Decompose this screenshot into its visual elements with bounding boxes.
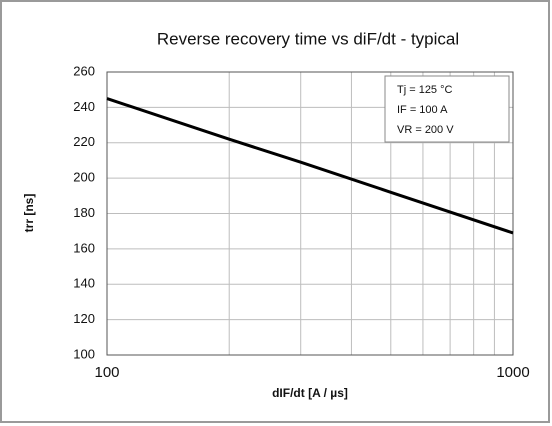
x-axis-label: dIF/dt [A / µs] bbox=[272, 386, 348, 400]
y-tick-label: 240 bbox=[73, 99, 95, 114]
y-tick-label: 120 bbox=[73, 311, 95, 326]
y-tick-label: 160 bbox=[73, 240, 95, 255]
y-tick-label: 220 bbox=[73, 134, 95, 149]
y-tick-label: 200 bbox=[73, 170, 95, 185]
annotation: VR = 200 V bbox=[397, 124, 454, 136]
annotation: Tj = 125 °C bbox=[397, 84, 453, 96]
x-tick-label: 1000 bbox=[496, 364, 529, 381]
y-tick-label: 260 bbox=[73, 63, 95, 78]
data-line bbox=[106, 97, 514, 235]
x-tick-label: 100 bbox=[94, 364, 119, 381]
y-tick-label: 180 bbox=[73, 205, 95, 220]
y-axis-label: trr [ns] bbox=[22, 194, 36, 233]
annotation-box bbox=[384, 75, 510, 143]
annotation: IF = 100 A bbox=[397, 104, 448, 116]
chart-title: Reverse recovery time vs diF/dt - typica… bbox=[157, 29, 459, 48]
y-tick-label: 100 bbox=[73, 346, 95, 361]
plot-border bbox=[106, 71, 514, 356]
y-tick-label: 140 bbox=[73, 276, 95, 291]
